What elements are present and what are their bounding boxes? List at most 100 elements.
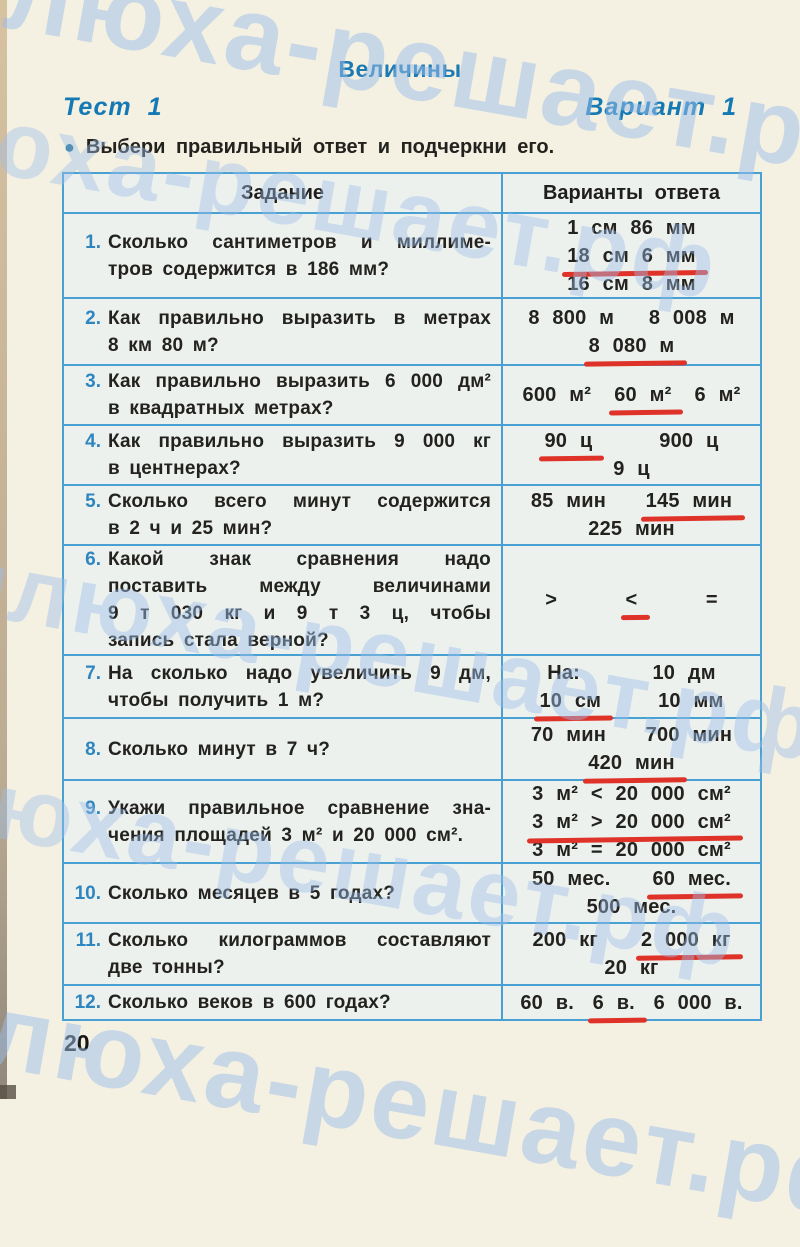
- answer-line: На: 10 дм: [511, 659, 752, 687]
- table-header-task: Задание: [64, 174, 503, 212]
- question-wrap: 12. Сколько веков в 600 годах?: [72, 989, 491, 1016]
- variant-label: Вариант 1: [585, 93, 737, 121]
- answer-cell: 3 м² < 20 000 см² 3 м² > 20 000 см² 3 м² =…: [503, 781, 760, 862]
- answer-line: 60 в. 6 в. 6 000 в.: [511, 989, 752, 1017]
- question-number: 11.: [75, 930, 101, 951]
- answer-option: 3 м² = 20 000 см²: [532, 838, 731, 861]
- question-line: чтобы получить 1 м?: [108, 689, 325, 711]
- answer-option: 50 мес.: [531, 868, 611, 890]
- answer-line: 85 мин 145 мин: [511, 487, 752, 515]
- question-wrap: 3. Как правильно выразить 6 000 дм² в квад…: [72, 368, 491, 422]
- answer-option: На:: [547, 661, 581, 684]
- question-wrap: 5. Сколько всего минут содержится в 2 ч и …: [72, 488, 491, 542]
- question-number: 9.: [85, 797, 101, 819]
- answer-option: 900 ц: [659, 430, 719, 452]
- answer-option-correct: 10 см: [539, 687, 601, 715]
- question-lines: Укажи правильное сравнение зна-чения пло…: [108, 795, 491, 849]
- question-line: в 2 ч и 25 мин?: [108, 518, 273, 539]
- question-number: 2.: [85, 307, 101, 329]
- questions-table: Задание Варианты ответа 1. Сколько сантим…: [62, 172, 762, 1021]
- answer-option: 3 м² < 20 000 см²: [532, 782, 731, 805]
- question-lines: Сколько всего минут содержится в 2 ч и 25…: [108, 488, 491, 542]
- answer-option: 85 мин: [530, 490, 607, 512]
- table-row: 7. На сколько надо увеличить 9 дм, чтобы п…: [64, 656, 760, 719]
- question-line: чения площадей 3 м² и 20 000 см².: [108, 824, 464, 846]
- answer-option-correct: <: [626, 586, 638, 614]
- answer-option: 600 м²: [522, 384, 592, 406]
- question-wrap: 11. Сколько килограммов составляют две тон…: [72, 927, 491, 981]
- question-line: Как правильно выразить 9 000 кг: [108, 431, 491, 452]
- question-line: На сколько надо увеличить 9 дм,: [108, 662, 491, 684]
- answer-line: 8 800 м 8 008 м: [511, 304, 752, 332]
- answer-option-correct: 90 ц: [544, 427, 592, 455]
- question-cell: 2. Как правильно выразить в метрах 8 км 80…: [64, 299, 503, 364]
- question-lines: На сколько надо увеличить 9 дм, чтобы пол…: [108, 660, 491, 714]
- answer-line: 600 м² 60 м² 6 м²: [511, 381, 752, 409]
- answer-line: 70 мин 700 мин: [511, 721, 752, 749]
- question-line: Укажи правильное сравнение зна-: [108, 797, 491, 819]
- answer-line: 20 кг: [511, 954, 752, 982]
- answer-line: 8 080 м: [511, 332, 752, 360]
- answer-option: 6 м²: [694, 384, 741, 406]
- answer-option: =: [705, 589, 718, 611]
- question-number: 10.: [74, 882, 101, 904]
- question-line: Сколько всего минут содержится: [108, 491, 491, 512]
- answer-line: 10 см 10 мм: [511, 687, 752, 715]
- answer-cell: На: 10 дм 10 см 10 мм: [503, 656, 760, 717]
- answer-option: 200 кг: [532, 929, 598, 951]
- question-line: Сколько минут в 7 ч?: [108, 738, 331, 760]
- question-cell: 11. Сколько килограммов составляют две тон…: [64, 924, 503, 984]
- question-line: Сколько килограммов составляют: [108, 930, 491, 951]
- test-label: Тест 1: [63, 93, 163, 121]
- question-line: Сколько месяцев в 5 годах?: [108, 882, 396, 904]
- table-row: 3. Как правильно выразить 6 000 дм² в квад…: [64, 366, 760, 426]
- answer-line: 3 м² > 20 000 см²: [511, 808, 752, 836]
- answer-option: 8 800 м: [528, 306, 615, 329]
- question-number: 6.: [85, 549, 101, 570]
- question-cell: 5. Сколько всего минут содержится в 2 ч и …: [64, 486, 503, 544]
- answer-line: 420 мин: [511, 749, 752, 777]
- question-number: 12.: [74, 992, 101, 1013]
- scan-edge-left: [0, 0, 7, 1099]
- question-cell: 4. Как правильно выразить 9 000 кг в центн…: [64, 426, 503, 484]
- instruction-text: Выбери правильный ответ и подчеркни его.: [85, 136, 555, 158]
- answer-option-correct: 18 см 6 мм: [567, 242, 696, 270]
- answer-option-correct: 2 000 кг: [641, 926, 731, 954]
- question-line: 9 т 030 кг и 9 т 3 ц, чтобы: [108, 603, 491, 624]
- table-row: 6. Какой знак сравнения надо поставить меж…: [64, 546, 760, 656]
- bullet-icon: ●: [64, 137, 75, 157]
- question-number: 3.: [85, 371, 101, 392]
- question-cell: 8. Сколько минут в 7 ч?: [64, 719, 503, 779]
- question-line: тров содержится в 186 мм?: [108, 258, 390, 280]
- answer-option: 10 мм: [658, 689, 724, 712]
- question-line: Сколько веков в 600 годах?: [108, 992, 391, 1013]
- question-wrap: 6. Какой знак сравнения надо поставить меж…: [72, 546, 491, 654]
- answer-option: 16 см 8 мм: [567, 272, 696, 295]
- answer-cell: 1 см 86 мм 18 см 6 мм 16 см 8 мм: [503, 214, 760, 297]
- question-line: Как правильно выразить в метрах: [108, 307, 491, 329]
- answer-option-correct: 3 м² > 20 000 см²: [532, 808, 731, 836]
- answer-cell: 600 м² 60 м² 6 м²: [503, 366, 760, 424]
- answer-option: 60 в.: [520, 991, 574, 1014]
- answer-cell: 85 мин 145 мин 225 мин: [503, 486, 760, 544]
- answer-option: 9 ц: [613, 458, 650, 480]
- answer-cell: > < =: [503, 546, 760, 654]
- answer-option: 6 000 в.: [653, 991, 743, 1014]
- answer-option: 10 дм: [652, 661, 716, 684]
- question-cell: 12. Сколько веков в 600 годах?: [64, 986, 503, 1019]
- question-cell: 1. Сколько сантиметров и миллиме-тров сод…: [64, 214, 503, 297]
- question-wrap: 4. Как правильно выразить 9 000 кг в центн…: [72, 428, 491, 482]
- question-line: Как правильно выразить 6 000 дм²: [108, 371, 491, 392]
- question-lines: Сколько месяцев в 5 годах?: [108, 880, 491, 907]
- question-line: поставить между величинами: [108, 576, 491, 597]
- question-lines: Как правильно выразить 6 000 дм² в квадра…: [108, 368, 491, 422]
- table-header-answers: Варианты ответа: [542, 181, 721, 204]
- question-lines: Сколько килограммов составляют две тонны?: [108, 927, 491, 981]
- table-header-row: Задание Варианты ответа: [64, 174, 760, 214]
- answer-cell: 90 ц 900 ц 9 ц: [503, 426, 760, 484]
- answer-option: 500 мес.: [586, 896, 677, 918]
- answer-cell: 200 кг 2 000 кг 20 кг: [503, 924, 760, 984]
- answer-option-correct: 60 м²: [614, 381, 671, 409]
- question-cell: 6. Какой знак сравнения надо поставить меж…: [64, 546, 503, 654]
- answer-line: 16 см 8 мм: [511, 270, 752, 298]
